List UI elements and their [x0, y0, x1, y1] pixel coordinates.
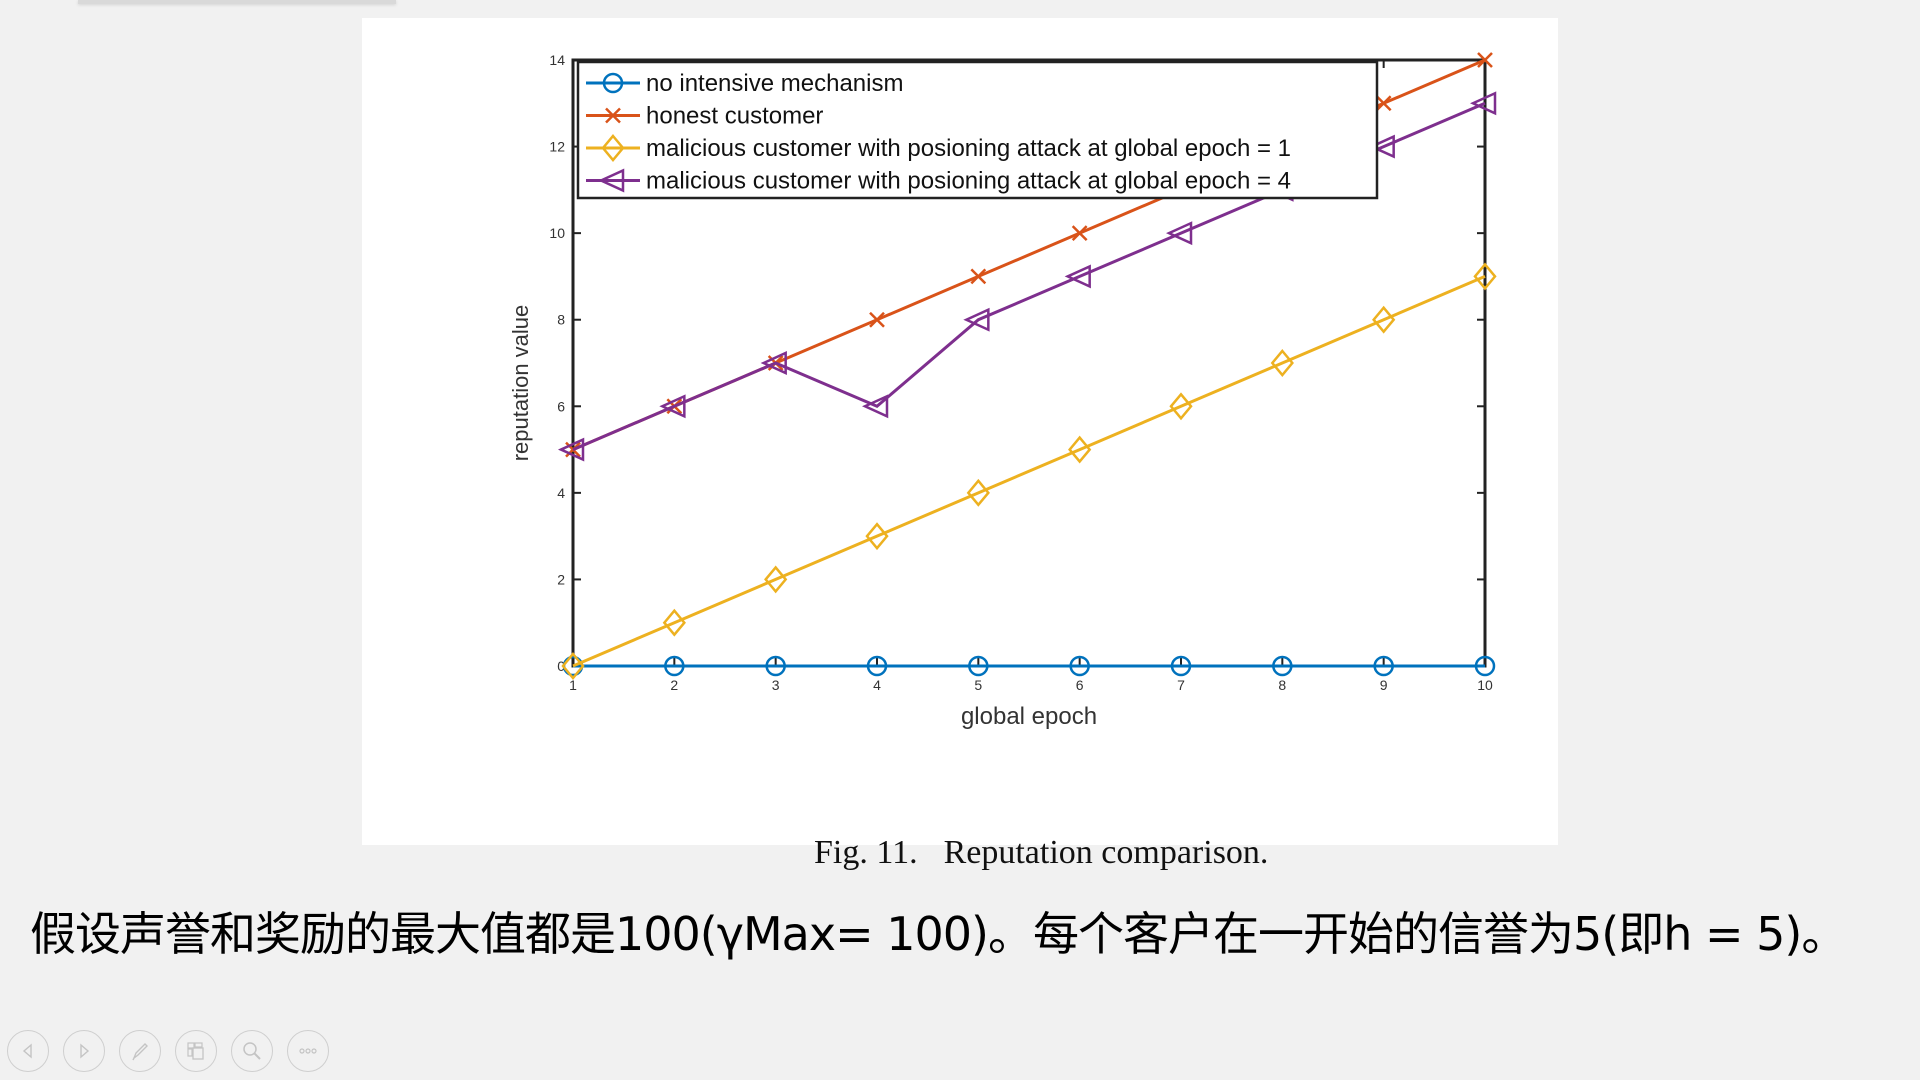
series-marker-3	[1469, 91, 1497, 116]
x-tick-label: 10	[1477, 677, 1493, 693]
x-tick-label: 3	[772, 677, 780, 693]
series-marker-3	[1368, 134, 1395, 159]
series-marker-2	[662, 608, 686, 637]
x-axis-label: global epoch	[961, 703, 1097, 730]
series-marker-1	[970, 268, 987, 285]
figure-label: Fig. 11.	[814, 834, 918, 871]
series-marker-3	[760, 351, 787, 375]
series-marker-3	[1064, 264, 1091, 289]
legend-entry-label: malicious customer with posioning attack…	[646, 135, 1291, 162]
y-tick-label: 6	[557, 398, 565, 414]
legend-entry-label: no intensive mechanism	[646, 70, 903, 97]
x-tick-label: 8	[1278, 677, 1286, 693]
x-tick-label: 6	[1076, 677, 1084, 693]
series-marker-2	[764, 565, 788, 594]
legend-marker	[602, 72, 624, 94]
series-marker-2	[1270, 349, 1294, 377]
more-options-button[interactable]	[287, 1030, 329, 1072]
series-marker-3	[659, 394, 686, 419]
legend-marker	[597, 168, 625, 193]
series-marker-0	[1272, 655, 1293, 677]
slide-overview-button[interactable]	[175, 1030, 217, 1072]
series-marker-0	[664, 655, 685, 677]
figure-caption-text: Reputation comparison.	[943, 834, 1269, 871]
x-tick-label: 7	[1177, 677, 1185, 693]
x-tick-label: 5	[974, 677, 982, 693]
series-marker-3	[557, 437, 585, 462]
series-marker-2	[1068, 435, 1092, 464]
y-tick-label: 12	[549, 139, 565, 155]
legend-box	[576, 60, 1379, 200]
series-marker-1	[1375, 95, 1392, 112]
x-tick-label: 9	[1380, 677, 1388, 693]
series-marker-0	[1373, 655, 1394, 677]
series-marker-3	[963, 307, 990, 332]
triangle-left-icon	[22, 1043, 32, 1059]
series-marker-3	[861, 394, 889, 419]
series-marker-2	[1372, 305, 1396, 334]
series-marker-3	[1165, 221, 1193, 246]
series-marker-2	[966, 478, 990, 507]
zoom-button[interactable]	[231, 1030, 273, 1072]
pen-icon	[132, 1043, 148, 1061]
y-tick-label: 4	[557, 485, 565, 501]
legend-marker	[605, 107, 621, 124]
y-tick-label: 10	[549, 225, 565, 241]
series-marker-2	[561, 652, 585, 680]
presentation-toolbar	[7, 1030, 329, 1072]
series-marker-0	[1474, 655, 1496, 677]
pen-tool-button[interactable]	[119, 1030, 161, 1072]
top-panel-shadow	[78, 0, 396, 4]
ellipsis-icon	[299, 1048, 317, 1054]
series-marker-2	[1169, 392, 1193, 421]
y-tick-label: 2	[557, 571, 565, 587]
series-line-2	[572, 275, 1486, 668]
y-tick-label: 0	[557, 658, 565, 674]
figure-caption: Fig. 11. Reputation comparison.	[780, 796, 1268, 910]
slide-body-text: 假设声誉和奖励的最大值都是100(γMax= 100)。每个客户在一开始的信誉为…	[30, 907, 1847, 961]
series-marker-0	[1069, 655, 1090, 677]
y-axis-label: reputation value	[508, 305, 533, 462]
series-marker-2	[1473, 262, 1497, 291]
series-marker-1	[869, 311, 885, 328]
triangle-right-icon	[80, 1043, 90, 1059]
series-marker-0	[968, 655, 989, 677]
y-tick-label: 14	[549, 52, 565, 68]
x-tick-label: 4	[873, 677, 881, 693]
figure-image: 0 2 4 6 8 10 12 14 1 2 3 4 5 6 7 8 9 10 global epoch reputa…	[362, 18, 1558, 871]
x-tick-label: 1	[569, 677, 577, 693]
series-marker-0	[866, 655, 888, 677]
y-tick-label: 8	[557, 312, 565, 328]
series-marker-2	[865, 522, 889, 551]
legend-entry-label: honest customer	[646, 103, 823, 130]
slides-grid-icon	[187, 1042, 204, 1060]
series-marker-1	[1071, 225, 1088, 242]
series-marker-0	[765, 655, 786, 677]
previous-slide-button[interactable]	[7, 1030, 49, 1072]
legend-entry-label: malicious customer with posioning attack…	[646, 168, 1291, 195]
magnifier-icon	[243, 1042, 261, 1060]
legend-marker	[601, 134, 625, 162]
x-tick-label: 2	[670, 677, 678, 693]
series-marker-1	[1477, 52, 1493, 68]
next-slide-button[interactable]	[63, 1030, 105, 1072]
series-marker-0	[1170, 655, 1192, 677]
